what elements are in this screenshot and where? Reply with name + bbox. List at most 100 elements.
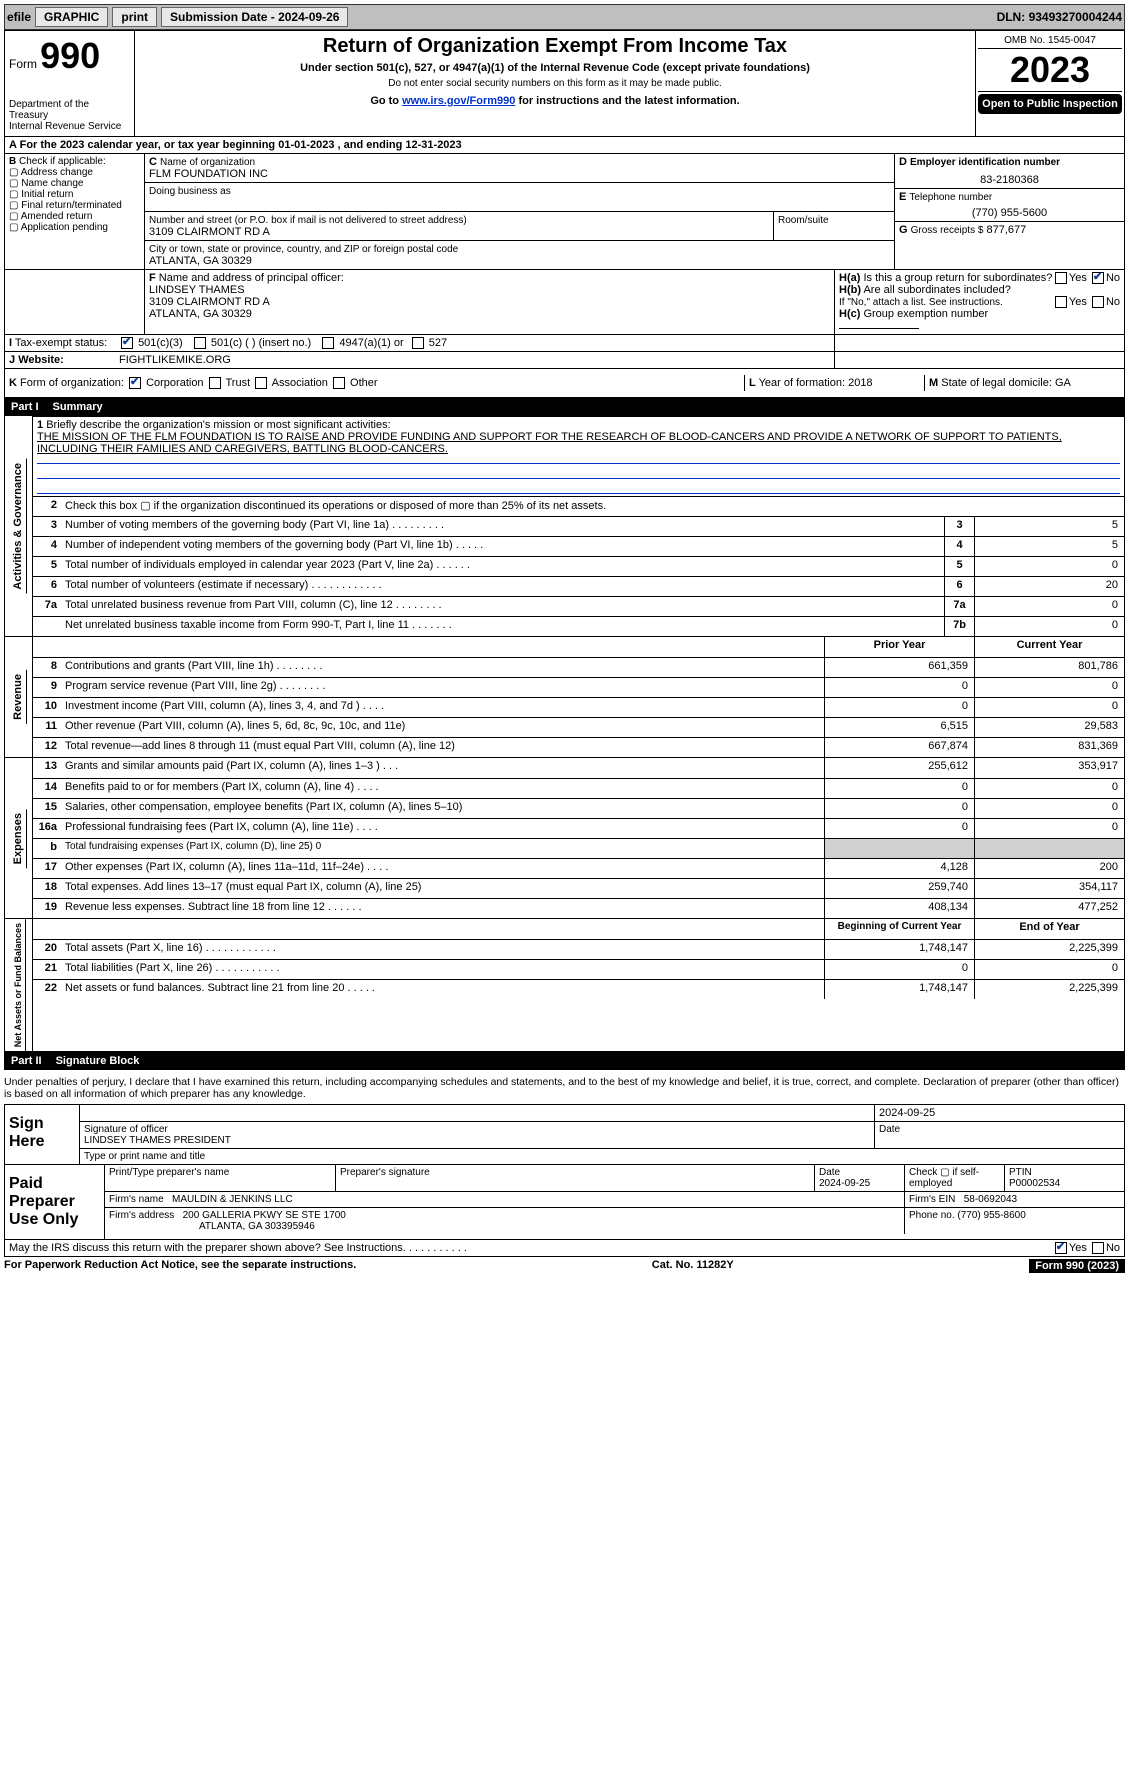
box-f: F Name and address of principal officer:… — [145, 270, 834, 334]
ha-yes-checkbox[interactable] — [1055, 272, 1067, 284]
val-4: 5 — [974, 537, 1124, 556]
form-title: Return of Organization Exempt From Incom… — [143, 35, 967, 58]
graphic-button[interactable]: GRAPHIC — [35, 7, 108, 27]
val-17p: 4,128 — [824, 859, 974, 878]
section-revenue: Revenue Prior YearCurrent Year 8Contribu… — [4, 637, 1125, 758]
row-i: I Tax-exempt status: 501(c)(3) 501(c) ( … — [4, 335, 1125, 352]
cat-no: Cat. No. 11282Y — [652, 1259, 734, 1273]
val-13c: 353,917 — [974, 758, 1124, 778]
val-8p: 661,359 — [824, 658, 974, 677]
omb-number: OMB No. 1545-0047 — [978, 33, 1122, 49]
form-footer: Form 990 (2023) — [1029, 1259, 1125, 1273]
mission-row: 1 Briefly describe the organization's mi… — [33, 416, 1124, 496]
trust-checkbox[interactable] — [209, 377, 221, 389]
section-activities: Activities & Governance 1 Briefly descri… — [4, 416, 1125, 637]
corp-checkbox[interactable] — [129, 377, 141, 389]
perjury-declaration: Under penalties of perjury, I declare th… — [4, 1076, 1125, 1100]
hb-yes-checkbox[interactable] — [1055, 296, 1067, 308]
val-12p: 667,874 — [824, 738, 974, 757]
discuss-yes-checkbox[interactable] — [1055, 1242, 1067, 1254]
4947-checkbox[interactable] — [322, 337, 334, 349]
submission-date: Submission Date - 2024-09-26 — [161, 7, 348, 27]
line-a: A For the 2023 calendar year, or tax yea… — [4, 137, 1125, 154]
expenses-label: Expenses — [10, 809, 27, 868]
val-21c: 0 — [974, 960, 1124, 979]
ha-no-checkbox[interactable] — [1092, 272, 1104, 284]
officer-name: LINDSEY THAMES — [149, 284, 245, 296]
row-j: J Website: FIGHTLIKEMIKE.ORG — [4, 352, 1125, 369]
val-14p: 0 — [824, 779, 974, 798]
firm-phone: (770) 955-8600 — [957, 1210, 1025, 1221]
irs-link[interactable]: www.irs.gov/Form990 — [402, 95, 515, 107]
public-inspection-badge: Open to Public Inspection — [978, 94, 1122, 114]
val-13p: 255,612 — [824, 758, 974, 778]
officer-name-title: LINDSEY THAMES PRESIDENT — [84, 1135, 231, 1146]
row-fh: F Name and address of principal officer:… — [4, 270, 1125, 335]
box-b: B Check if applicable: ▢ Address change … — [5, 154, 145, 269]
form-header: Form 990 Department of the Treasury Inte… — [4, 30, 1125, 137]
pra-notice: For Paperwork Reduction Act Notice, see … — [4, 1259, 356, 1273]
sig-date: 2024-09-25 — [874, 1105, 1124, 1121]
assoc-checkbox[interactable] — [255, 377, 267, 389]
val-15c: 0 — [974, 799, 1124, 818]
val-7a: 0 — [974, 597, 1124, 616]
top-toolbar: efile GRAPHIC print Submission Date - 20… — [4, 4, 1125, 30]
part-ii-header: Part II Signature Block — [4, 1052, 1125, 1070]
ein: 83-2180368 — [899, 174, 1120, 186]
row-klm: K Form of organization: Corporation Trus… — [4, 369, 1125, 398]
val-19p: 408,134 — [824, 899, 974, 918]
firm-name: MAULDIN & JENKINS LLC — [172, 1194, 293, 1205]
val-19c: 477,252 — [974, 899, 1124, 918]
prior-year-header: Prior Year — [824, 637, 974, 657]
val-8c: 801,786 — [974, 658, 1124, 677]
box-h: H(a) Is this a group return for subordin… — [834, 270, 1124, 334]
netassets-label: Net Assets or Fund Balances — [11, 919, 26, 1051]
box-e: E Telephone number (770) 955-5600 — [895, 188, 1124, 221]
527-checkbox[interactable] — [412, 337, 424, 349]
501c-checkbox[interactable] — [194, 337, 206, 349]
firm-addr2: ATLANTA, GA 303395946 — [199, 1221, 315, 1232]
val-10p: 0 — [824, 698, 974, 717]
form-number: 990 — [40, 35, 100, 76]
website: FIGHTLIKEMIKE.ORG — [119, 354, 231, 366]
val-9p: 0 — [824, 678, 974, 697]
org-name: FLM FOUNDATION INC — [149, 168, 268, 180]
dln: DLN: 93493270004244 — [997, 10, 1122, 24]
irs-discuss-row: May the IRS discuss this return with the… — [4, 1240, 1125, 1257]
val-12c: 831,369 — [974, 738, 1124, 757]
ssn-warning: Do not enter social security numbers on … — [143, 78, 967, 89]
activities-label: Activities & Governance — [10, 459, 27, 594]
officer-addr2: ATLANTA, GA 30329 — [149, 308, 252, 320]
501c3-checkbox[interactable] — [121, 337, 133, 349]
discuss-no-checkbox[interactable] — [1092, 1242, 1104, 1254]
officer-addr1: 3109 CLAIRMONT RD A — [149, 296, 270, 308]
paid-preparer-label: Paid Preparer Use Only — [5, 1165, 105, 1239]
form-word: Form — [9, 57, 37, 71]
val-14c: 0 — [974, 779, 1124, 798]
other-checkbox[interactable] — [333, 377, 345, 389]
form-subtitle: Under section 501(c), 527, or 4947(a)(1)… — [143, 62, 967, 74]
self-employed-check[interactable]: Check ▢ if self-employed — [904, 1165, 1004, 1191]
val-21p: 0 — [824, 960, 974, 979]
val-18c: 354,117 — [974, 879, 1124, 898]
state-domicile: GA — [1055, 377, 1071, 389]
hb-no-checkbox[interactable] — [1092, 296, 1104, 308]
city-state-zip: ATLANTA, GA 30329 — [149, 255, 252, 267]
val-9c: 0 — [974, 678, 1124, 697]
firm-ein: 58-0692043 — [964, 1194, 1017, 1205]
ptin: P00002534 — [1009, 1178, 1060, 1189]
val-15p: 0 — [824, 799, 974, 818]
print-button[interactable]: print — [112, 7, 157, 27]
part-i-header: Part I Summary — [4, 398, 1125, 416]
val-5: 0 — [974, 557, 1124, 576]
val-11p: 6,515 — [824, 718, 974, 737]
val-16ac: 0 — [974, 819, 1124, 838]
val-18p: 259,740 — [824, 879, 974, 898]
goto-line: Go to www.irs.gov/Form990 for instructio… — [143, 95, 967, 107]
prep-date: 2024-09-25 — [819, 1178, 870, 1189]
year-formation: 2018 — [848, 377, 872, 389]
val-22c: 2,225,399 — [974, 980, 1124, 999]
beg-year-header: Beginning of Current Year — [824, 919, 974, 939]
telephone: (770) 955-5600 — [899, 207, 1120, 219]
val-16ap: 0 — [824, 819, 974, 838]
